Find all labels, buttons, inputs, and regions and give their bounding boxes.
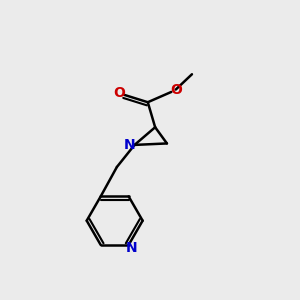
Text: O: O bbox=[170, 82, 182, 97]
Text: N: N bbox=[123, 138, 135, 152]
Text: O: O bbox=[113, 86, 125, 100]
Text: N: N bbox=[126, 242, 137, 255]
